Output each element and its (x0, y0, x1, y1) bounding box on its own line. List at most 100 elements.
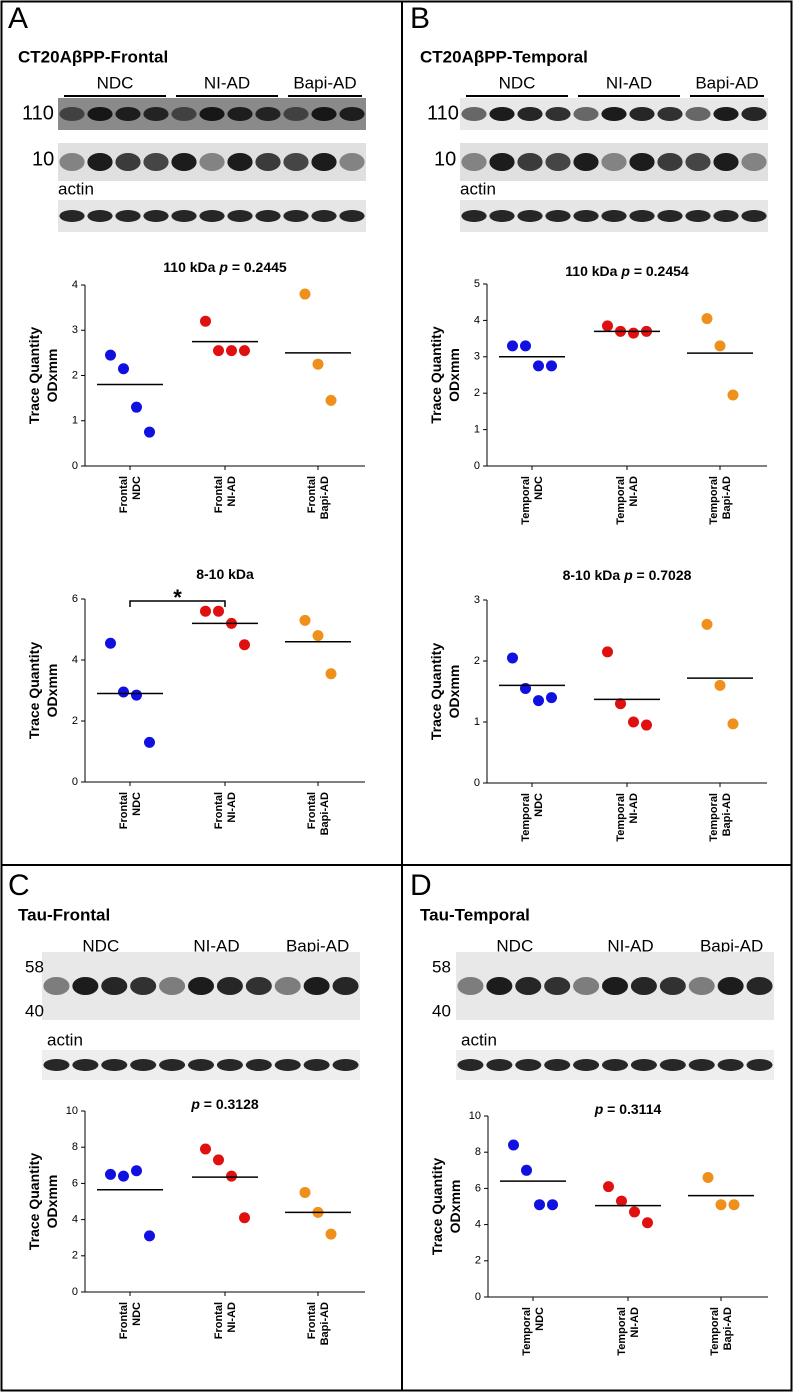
blot-band (130, 1059, 157, 1071)
band-label: 40 (25, 1001, 44, 1020)
blot-band (573, 153, 599, 171)
data-point (507, 340, 518, 352)
blot-band (59, 210, 85, 222)
title-part: 110 kDa (565, 263, 617, 279)
blot-band (311, 107, 337, 121)
blot-band (171, 107, 197, 121)
y-tick-label: 0 (72, 1286, 78, 1298)
blot-band (59, 107, 85, 121)
data-point (239, 345, 250, 357)
blot-band (573, 977, 600, 995)
group-label: NDC (499, 73, 536, 92)
title-part: 110 kDa (163, 259, 215, 275)
y-axis-label-line: Trace Quantity (428, 643, 444, 740)
blot-band (630, 977, 657, 995)
group-label: NI-AD (193, 936, 239, 955)
blot-band (332, 977, 359, 995)
data-point (701, 618, 713, 630)
y-axis-label: Trace Quantity ODxmm (26, 1153, 60, 1250)
blot-band (517, 107, 543, 121)
band-label: actin (461, 1030, 497, 1049)
x-tick-label: Frontal (213, 1302, 225, 1339)
data-point (200, 315, 211, 327)
blot-band (717, 1059, 744, 1071)
blot-band (245, 977, 272, 995)
blot-band (489, 210, 515, 222)
group-label: Bapi-AD (286, 936, 349, 955)
y-tick-label: 0 (474, 460, 480, 472)
y-tick-label: 2 (72, 715, 78, 727)
blot-band (115, 153, 141, 171)
blot-band (187, 1059, 215, 1071)
data-point (702, 1172, 714, 1184)
band-label: 110 (427, 102, 459, 124)
x-tick-label: NDC (533, 793, 545, 817)
data-point (641, 719, 652, 731)
y-tick-label: 0 (72, 776, 78, 788)
x-tick-label: NI-AD (226, 1302, 238, 1333)
x-tick-label: Frontal (118, 1302, 130, 1339)
blot-band (601, 107, 627, 121)
blot-band (688, 1059, 715, 1071)
x-tick-label: Bapi-AD (721, 476, 733, 519)
x-tick-label: Temporal (615, 793, 627, 842)
blot-band (746, 1059, 773, 1071)
data-point (131, 689, 142, 701)
x-tick-label: Temporal (616, 1307, 628, 1356)
blot-band (72, 1059, 99, 1071)
chart-title: 8-10 kDa (196, 566, 254, 582)
x-tick-label: Temporal (708, 476, 720, 525)
x-tick-label: NDC (131, 792, 143, 816)
data-point (521, 1164, 532, 1176)
title-part: = 0.2445 (232, 259, 287, 275)
data-point (325, 394, 337, 406)
blot-band (143, 107, 169, 121)
data-point (629, 1206, 640, 1218)
chart-title: p = 0.3128 (190, 1096, 259, 1112)
blot-band (685, 153, 711, 171)
x-tick-label: NI-AD (629, 1307, 641, 1338)
y-tick-label: 6 (72, 1177, 78, 1189)
blot-band (311, 153, 337, 171)
blot-band (517, 210, 543, 222)
y-tick-label: 1 (72, 415, 78, 427)
blot-band (87, 210, 113, 222)
blot-band (283, 210, 309, 222)
blot-band (573, 107, 599, 121)
x-tick-label: NDC (131, 1302, 143, 1326)
blot-band (629, 107, 655, 121)
blot-band (688, 977, 715, 995)
group-label: Bapi-AD (700, 936, 763, 955)
y-axis-label-line: ODxmm (44, 664, 60, 718)
blot-band (303, 977, 330, 995)
blot-band (199, 153, 225, 171)
y-tick-label: 4 (72, 654, 78, 666)
x-tick-label: Frontal (213, 476, 225, 513)
chart-title: 110 kDa p = 0.2454 (565, 263, 689, 279)
data-point (299, 614, 311, 626)
blot-band (486, 1059, 513, 1071)
x-tick-label: Frontal (306, 1302, 318, 1339)
title-part: 8-10 kDa (563, 567, 621, 583)
blot-band (717, 977, 744, 995)
panel-letter: C (8, 869, 30, 902)
y-tick-label: 8 (475, 1146, 481, 1158)
blot-band (461, 107, 487, 121)
blot-band (657, 210, 683, 222)
y-tick-label: 2 (474, 655, 480, 667)
y-axis-label-line: ODxmm (44, 349, 60, 403)
blot-band (657, 153, 683, 171)
blot-band (685, 107, 711, 121)
group-label: NI-AD (606, 73, 652, 92)
group-label: Bapi-AD (695, 73, 758, 92)
x-tick-label: NDC (534, 1307, 546, 1331)
y-tick-label: 6 (72, 593, 78, 605)
x-tick-label: Bapi-AD (319, 792, 331, 835)
blot-band (713, 210, 739, 222)
x-tick-label: NI-AD (226, 792, 238, 823)
blot-band (159, 977, 186, 995)
data-point (200, 1143, 211, 1155)
significance-label: * (173, 585, 182, 610)
blot-band (457, 1059, 484, 1071)
group-label: NDC (496, 936, 533, 955)
